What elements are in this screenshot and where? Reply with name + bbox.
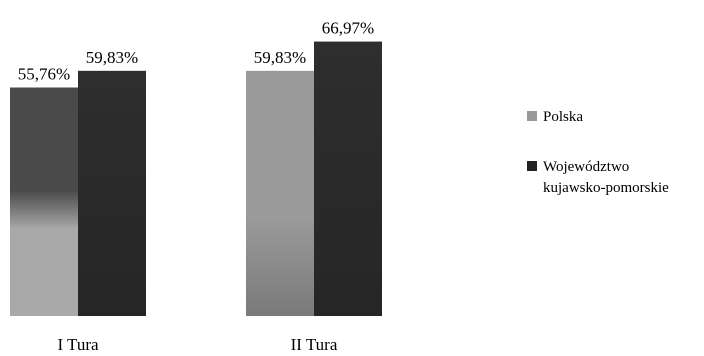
category-label-1: I Tura xyxy=(57,335,99,354)
legend: Polska Województwo kujawsko-pomorskie xyxy=(527,109,669,196)
bar-1-series-2 xyxy=(78,70,146,316)
value-label-2-series-2: 66,97% xyxy=(322,19,374,38)
bar-1-series-1 xyxy=(10,87,78,316)
value-labels-group: 55,76% 59,83% 59,83% 66,97% xyxy=(18,19,374,84)
value-label-2-series-1: 59,83% xyxy=(254,48,306,67)
category-label-2: II Tura xyxy=(291,335,338,354)
legend-swatch-1 xyxy=(527,111,537,121)
legend-label-2-line-1: Województwo xyxy=(543,159,629,175)
legend-swatch-2 xyxy=(527,161,537,171)
value-label-1-series-2: 59,83% xyxy=(86,48,138,67)
value-label-1-series-1: 55,76% xyxy=(18,65,70,84)
legend-label-1-line-1: Polska xyxy=(543,109,583,125)
bar-2-series-2 xyxy=(314,41,382,317)
bar-2-series-1 xyxy=(246,70,314,316)
category-labels-group: I Tura II Tura xyxy=(57,335,337,354)
legend-label-2-line-2: kujawsko-pomorskie xyxy=(543,180,669,196)
bars-group xyxy=(10,41,382,317)
